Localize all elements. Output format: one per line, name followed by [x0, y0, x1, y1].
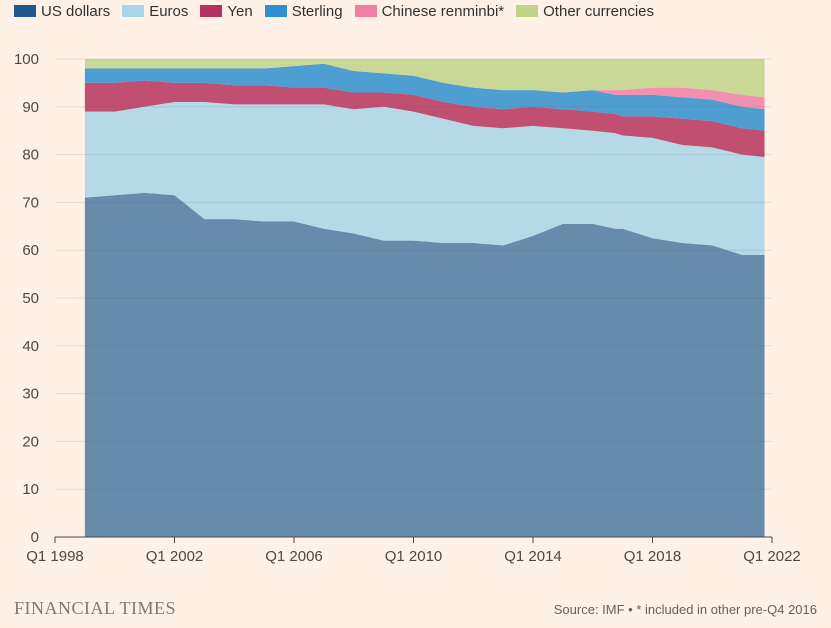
y-tick-label: 10 — [22, 481, 39, 498]
x-tick-label: Q1 2006 — [265, 548, 323, 565]
legend-swatch — [516, 5, 539, 17]
y-tick-label: 0 — [31, 529, 39, 546]
legend-item: Yen — [200, 2, 253, 20]
y-tick-label: 20 — [22, 433, 39, 450]
legend-item: Euros — [122, 3, 188, 20]
area-series — [84, 59, 765, 98]
source-note: Source: IMF • * included in other pre-Q4… — [553, 602, 817, 617]
x-tick-label: Q1 2002 — [146, 548, 204, 565]
chart-legend: US dollars Euros Yen Sterling Chinese renmin… — [14, 1, 654, 21]
legend-label: Euros — [149, 2, 189, 20]
y-tick-label: 90 — [22, 99, 39, 116]
area-series — [84, 80, 765, 157]
legend-label: Other currencies — [543, 2, 655, 20]
legend-swatch — [200, 5, 223, 17]
y-tick-label: 60 — [22, 242, 39, 259]
x-tick-label: Q1 2022 — [743, 548, 801, 565]
y-tick-label: 80 — [22, 147, 39, 164]
legend-label: Yen — [227, 2, 253, 20]
legend-label: US dollars — [41, 2, 111, 20]
y-tick-label: 30 — [22, 386, 39, 403]
area-series — [84, 63, 765, 131]
y-tick-label: 50 — [22, 290, 39, 307]
legend-item: Chinese renminbi* — [354, 2, 505, 20]
y-tick-label: 40 — [22, 338, 39, 355]
legend-label: Sterling — [291, 2, 343, 20]
legend-item: Other currencies — [516, 3, 654, 20]
area-series — [84, 102, 765, 255]
legend-label: Chinese renminbi* — [381, 2, 505, 20]
x-tick-label: Q1 2014 — [504, 548, 562, 565]
legend-item: US dollars — [14, 3, 110, 20]
stacked-areas — [84, 59, 765, 537]
legend-swatch — [354, 5, 377, 17]
x-tick-label: Q1 2018 — [624, 548, 682, 565]
legend-swatch — [122, 5, 145, 17]
legend-swatch — [14, 5, 36, 17]
brand-logo: FINANCIAL TIMES — [14, 598, 177, 618]
x-tick-label: Q1 1998 — [26, 548, 84, 565]
x-tick-label: Q1 2010 — [385, 548, 443, 565]
legend-swatch — [264, 5, 287, 17]
area-series — [84, 192, 765, 537]
chart-plot: 0 10 20 30 40 50 60 70 80 90 100 Q1 1998 Q1 2002 Q1 2… — [14, 51, 801, 565]
y-tick-label: 100 — [14, 51, 39, 68]
y-tick-label: 70 — [22, 194, 39, 211]
legend-item: Sterling — [264, 2, 343, 20]
